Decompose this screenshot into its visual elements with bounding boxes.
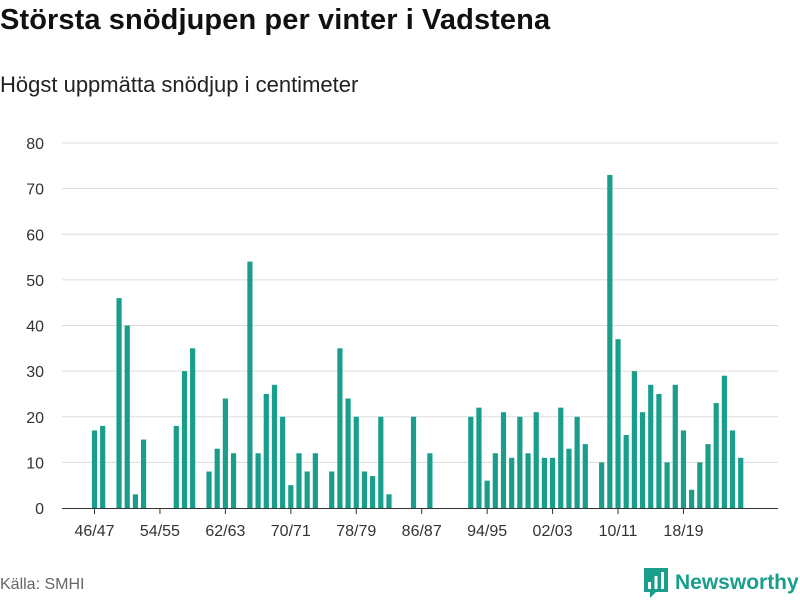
bar-69/70	[280, 416, 286, 508]
bar-85/86	[410, 416, 417, 508]
bar-19/20	[689, 489, 695, 508]
bar-00/01	[533, 412, 539, 508]
x-tick-label: 86/87	[402, 523, 442, 540]
y-tick-label: 10	[26, 455, 44, 472]
bar-05/06	[574, 416, 580, 508]
bar-75/76	[329, 471, 335, 508]
bar-72/73	[304, 471, 310, 508]
y-tick-label: 60	[26, 227, 44, 244]
x-tick-label: 18/19	[663, 523, 703, 540]
bar-20/21	[697, 462, 703, 509]
x-tick-label: 62/63	[205, 523, 245, 540]
bar-25/26	[738, 457, 744, 508]
bar-65/66	[247, 261, 253, 509]
bar-76/77	[337, 348, 343, 508]
bar-70/71	[288, 485, 294, 508]
bar-95/96	[492, 453, 498, 508]
bar-01/02	[541, 457, 547, 508]
bar-73/74	[312, 453, 318, 508]
bar-78/79	[353, 416, 359, 508]
bar-97/98	[509, 457, 515, 508]
logo-text: Newsworthy	[675, 571, 799, 594]
x-tick-label: 70/71	[271, 523, 311, 540]
bar-61/62	[214, 448, 220, 508]
bar-52/53	[140, 439, 147, 508]
bar-chart: 0 10 20 30 40 50 60 70 80 46/47 54/55 62/63 70/71 78/…	[26, 136, 778, 540]
bar-10/11	[615, 339, 621, 508]
bar-58/59	[190, 348, 196, 508]
bar-15/16	[656, 393, 662, 508]
bar-49/50	[116, 298, 122, 509]
bar-56/57	[173, 425, 179, 509]
newsworthy-logo-icon	[644, 568, 668, 598]
bar-81/82	[378, 416, 384, 508]
bar-94/95	[484, 480, 490, 509]
bar-24/25	[729, 430, 736, 508]
bar-22/23	[713, 403, 719, 508]
y-tick-label: 0	[35, 501, 44, 518]
bar-17/18	[672, 384, 678, 508]
y-tick-label: 40	[26, 319, 44, 336]
x-tick-label: 78/79	[336, 523, 376, 540]
x-tick-label: 46/47	[74, 523, 114, 540]
bar-68/69	[271, 384, 278, 508]
bar-87/88	[427, 453, 433, 508]
newsworthy-logo[interactable]: Newsworthy	[644, 568, 799, 598]
bar-04/05	[566, 448, 572, 508]
bar-99/00	[525, 453, 531, 508]
bar-12/13	[631, 371, 637, 509]
bar-57/58	[181, 371, 188, 509]
bar-77/78	[345, 398, 351, 508]
y-tick-label: 30	[26, 364, 44, 381]
bar-47/48	[100, 425, 106, 509]
bar-71/72	[296, 453, 302, 508]
chart-subtitle: Högst uppmätta snödjup i centimeter	[0, 72, 359, 97]
bar-13/14	[639, 412, 646, 508]
bar-23/24	[721, 375, 727, 508]
y-tick-label: 50	[26, 273, 44, 290]
bar-93/94	[476, 407, 482, 509]
bar-03/04	[558, 407, 564, 509]
bar-46/47	[91, 430, 98, 508]
bar-63/64	[230, 453, 237, 508]
bar-16/17	[664, 462, 670, 509]
bar-08/09	[599, 462, 605, 509]
bar-66/67	[255, 453, 261, 508]
x-tick-label: 54/55	[140, 523, 180, 540]
bar-80/81	[370, 476, 376, 508]
bar-09/10	[607, 174, 613, 508]
bar-51/52	[132, 494, 138, 508]
bar-79/80	[361, 471, 368, 508]
bar-06/07	[582, 444, 588, 509]
bar-92/93	[468, 416, 474, 508]
chart-title: Största snödjupen per vinter i Vadstena	[0, 4, 551, 36]
y-tick-label: 70	[26, 182, 44, 199]
bar-21/22	[705, 444, 711, 509]
bar-62/63	[222, 398, 228, 508]
x-tick-label: 10/11	[599, 523, 638, 540]
y-tick-label: 20	[26, 410, 44, 427]
source-text: Källa: SMHI	[0, 576, 85, 593]
bar-98/99	[517, 416, 523, 508]
bar-11/12	[623, 435, 629, 508]
x-tick-label: 02/03	[533, 523, 573, 540]
bar-60/61	[206, 471, 212, 508]
bar-50/51	[124, 325, 130, 508]
x-tick-label: 94/95	[467, 523, 507, 540]
bar-82/83	[386, 494, 392, 508]
y-tick-label: 80	[26, 136, 44, 153]
bar-67/68	[263, 393, 269, 508]
bar-96/97	[500, 412, 507, 508]
bar-02/03	[549, 457, 556, 508]
bar-14/15	[648, 384, 654, 508]
bar-18/19	[680, 430, 687, 508]
